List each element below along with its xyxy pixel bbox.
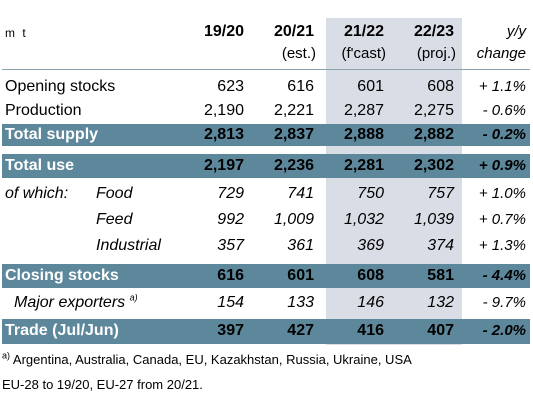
forecast-column-shading <box>326 18 462 345</box>
cell: 2,287 <box>343 102 384 119</box>
cell: 601 <box>287 267 314 284</box>
closing-stocks-bar <box>2 264 530 288</box>
cell: 623 <box>217 78 244 95</box>
row-label-trade: Trade (Jul/Jun) <box>5 322 119 339</box>
col-header-4-sub: (proj.) <box>416 45 456 62</box>
major-exporters-text: Major exporters <box>14 294 126 311</box>
row-label-opening-stocks: Opening stocks <box>5 78 116 95</box>
change-cell: + 1.3% <box>478 237 526 254</box>
change-cell: + 0.9% <box>478 157 526 174</box>
footnote-eu: EU-28 to 19/20, EU-27 from 20/21. <box>2 377 203 392</box>
cell: 369 <box>357 237 384 254</box>
cell: 374 <box>427 237 454 254</box>
row-label-food: Food <box>96 185 133 202</box>
cell: 616 <box>217 267 244 284</box>
cell: 2,281 <box>343 157 384 174</box>
cell: 154 <box>217 294 244 311</box>
change-cell: - 4.4% <box>482 267 526 284</box>
cell: 2,236 <box>273 157 314 174</box>
cell: 407 <box>427 322 454 339</box>
row-label-major-exporters: Major exporters a) <box>14 293 138 313</box>
cell: 757 <box>427 185 454 202</box>
change-cell: + 1.1% <box>478 78 526 95</box>
change-cell: - 2.0% <box>482 322 526 339</box>
col-header-3: 21/22 <box>343 23 384 40</box>
cell: 1,009 <box>273 211 314 228</box>
change-cell: + 0.7% <box>478 211 526 228</box>
cell: 1,032 <box>343 211 384 228</box>
col-header-1: 19/20 <box>203 23 244 40</box>
cell: 2,302 <box>413 157 454 174</box>
change-cell: - 9.7% <box>482 294 526 311</box>
cell: 2,221 <box>273 102 314 119</box>
change-header-sub: change <box>476 45 526 62</box>
cell: 1,039 <box>413 211 454 228</box>
cell: 2,197 <box>203 157 244 174</box>
of-which-label: of which: <box>5 185 69 202</box>
col-header-2: 20/21 <box>273 23 314 40</box>
col-header-3-sub: (f'cast) <box>341 45 386 62</box>
cell: 427 <box>287 322 314 339</box>
change-cell: - 0.2% <box>482 126 526 143</box>
total-use-bar <box>2 154 530 178</box>
col-header-2-sub: (est.) <box>281 45 316 62</box>
cell: 2,190 <box>203 102 244 119</box>
cell: 608 <box>427 78 454 95</box>
cell: 132 <box>427 294 454 311</box>
row-label-production: Production <box>5 102 82 119</box>
change-cell: + 1.0% <box>478 185 526 202</box>
cell: 729 <box>217 185 244 202</box>
cell: 2,837 <box>273 126 314 143</box>
footnote-mark: a) <box>129 292 138 303</box>
cell: 2,888 <box>343 126 384 143</box>
col-header-4: 22/23 <box>413 23 454 40</box>
cell: 992 <box>217 211 244 228</box>
cell: 133 <box>287 294 314 311</box>
cell: 2,882 <box>413 126 454 143</box>
row-label-closing-stocks: Closing stocks <box>5 267 119 284</box>
cell: 2,275 <box>413 102 454 119</box>
unit-label: m t <box>5 26 28 40</box>
cell: 581 <box>427 267 454 284</box>
cell: 146 <box>357 294 384 311</box>
row-label-total-use: Total use <box>5 157 75 174</box>
cell: 601 <box>357 78 384 95</box>
cell: 750 <box>357 185 384 202</box>
row-label-industrial: Industrial <box>96 237 161 254</box>
row-label-feed: Feed <box>96 211 133 228</box>
footnote-a: a) Argentina, Australia, Canada, EU, Kaz… <box>2 350 412 368</box>
cell: 741 <box>287 185 314 202</box>
header-rule <box>2 69 530 70</box>
row-label-total-supply: Total supply <box>5 126 99 143</box>
total-supply-bar <box>2 124 530 146</box>
footnote-a-text: Argentina, Australia, Canada, EU, Kazakh… <box>12 352 412 367</box>
cell: 361 <box>287 237 314 254</box>
cell: 357 <box>217 237 244 254</box>
footnote-a-mark: a) <box>2 350 11 361</box>
change-header: y/y <box>506 23 526 40</box>
cell: 416 <box>357 322 384 339</box>
cell: 608 <box>357 267 384 284</box>
cell: 616 <box>287 78 314 95</box>
cell: 2,813 <box>203 126 244 143</box>
change-cell: - 0.6% <box>482 102 526 119</box>
trade-bar <box>2 319 530 344</box>
cell: 397 <box>217 322 244 339</box>
